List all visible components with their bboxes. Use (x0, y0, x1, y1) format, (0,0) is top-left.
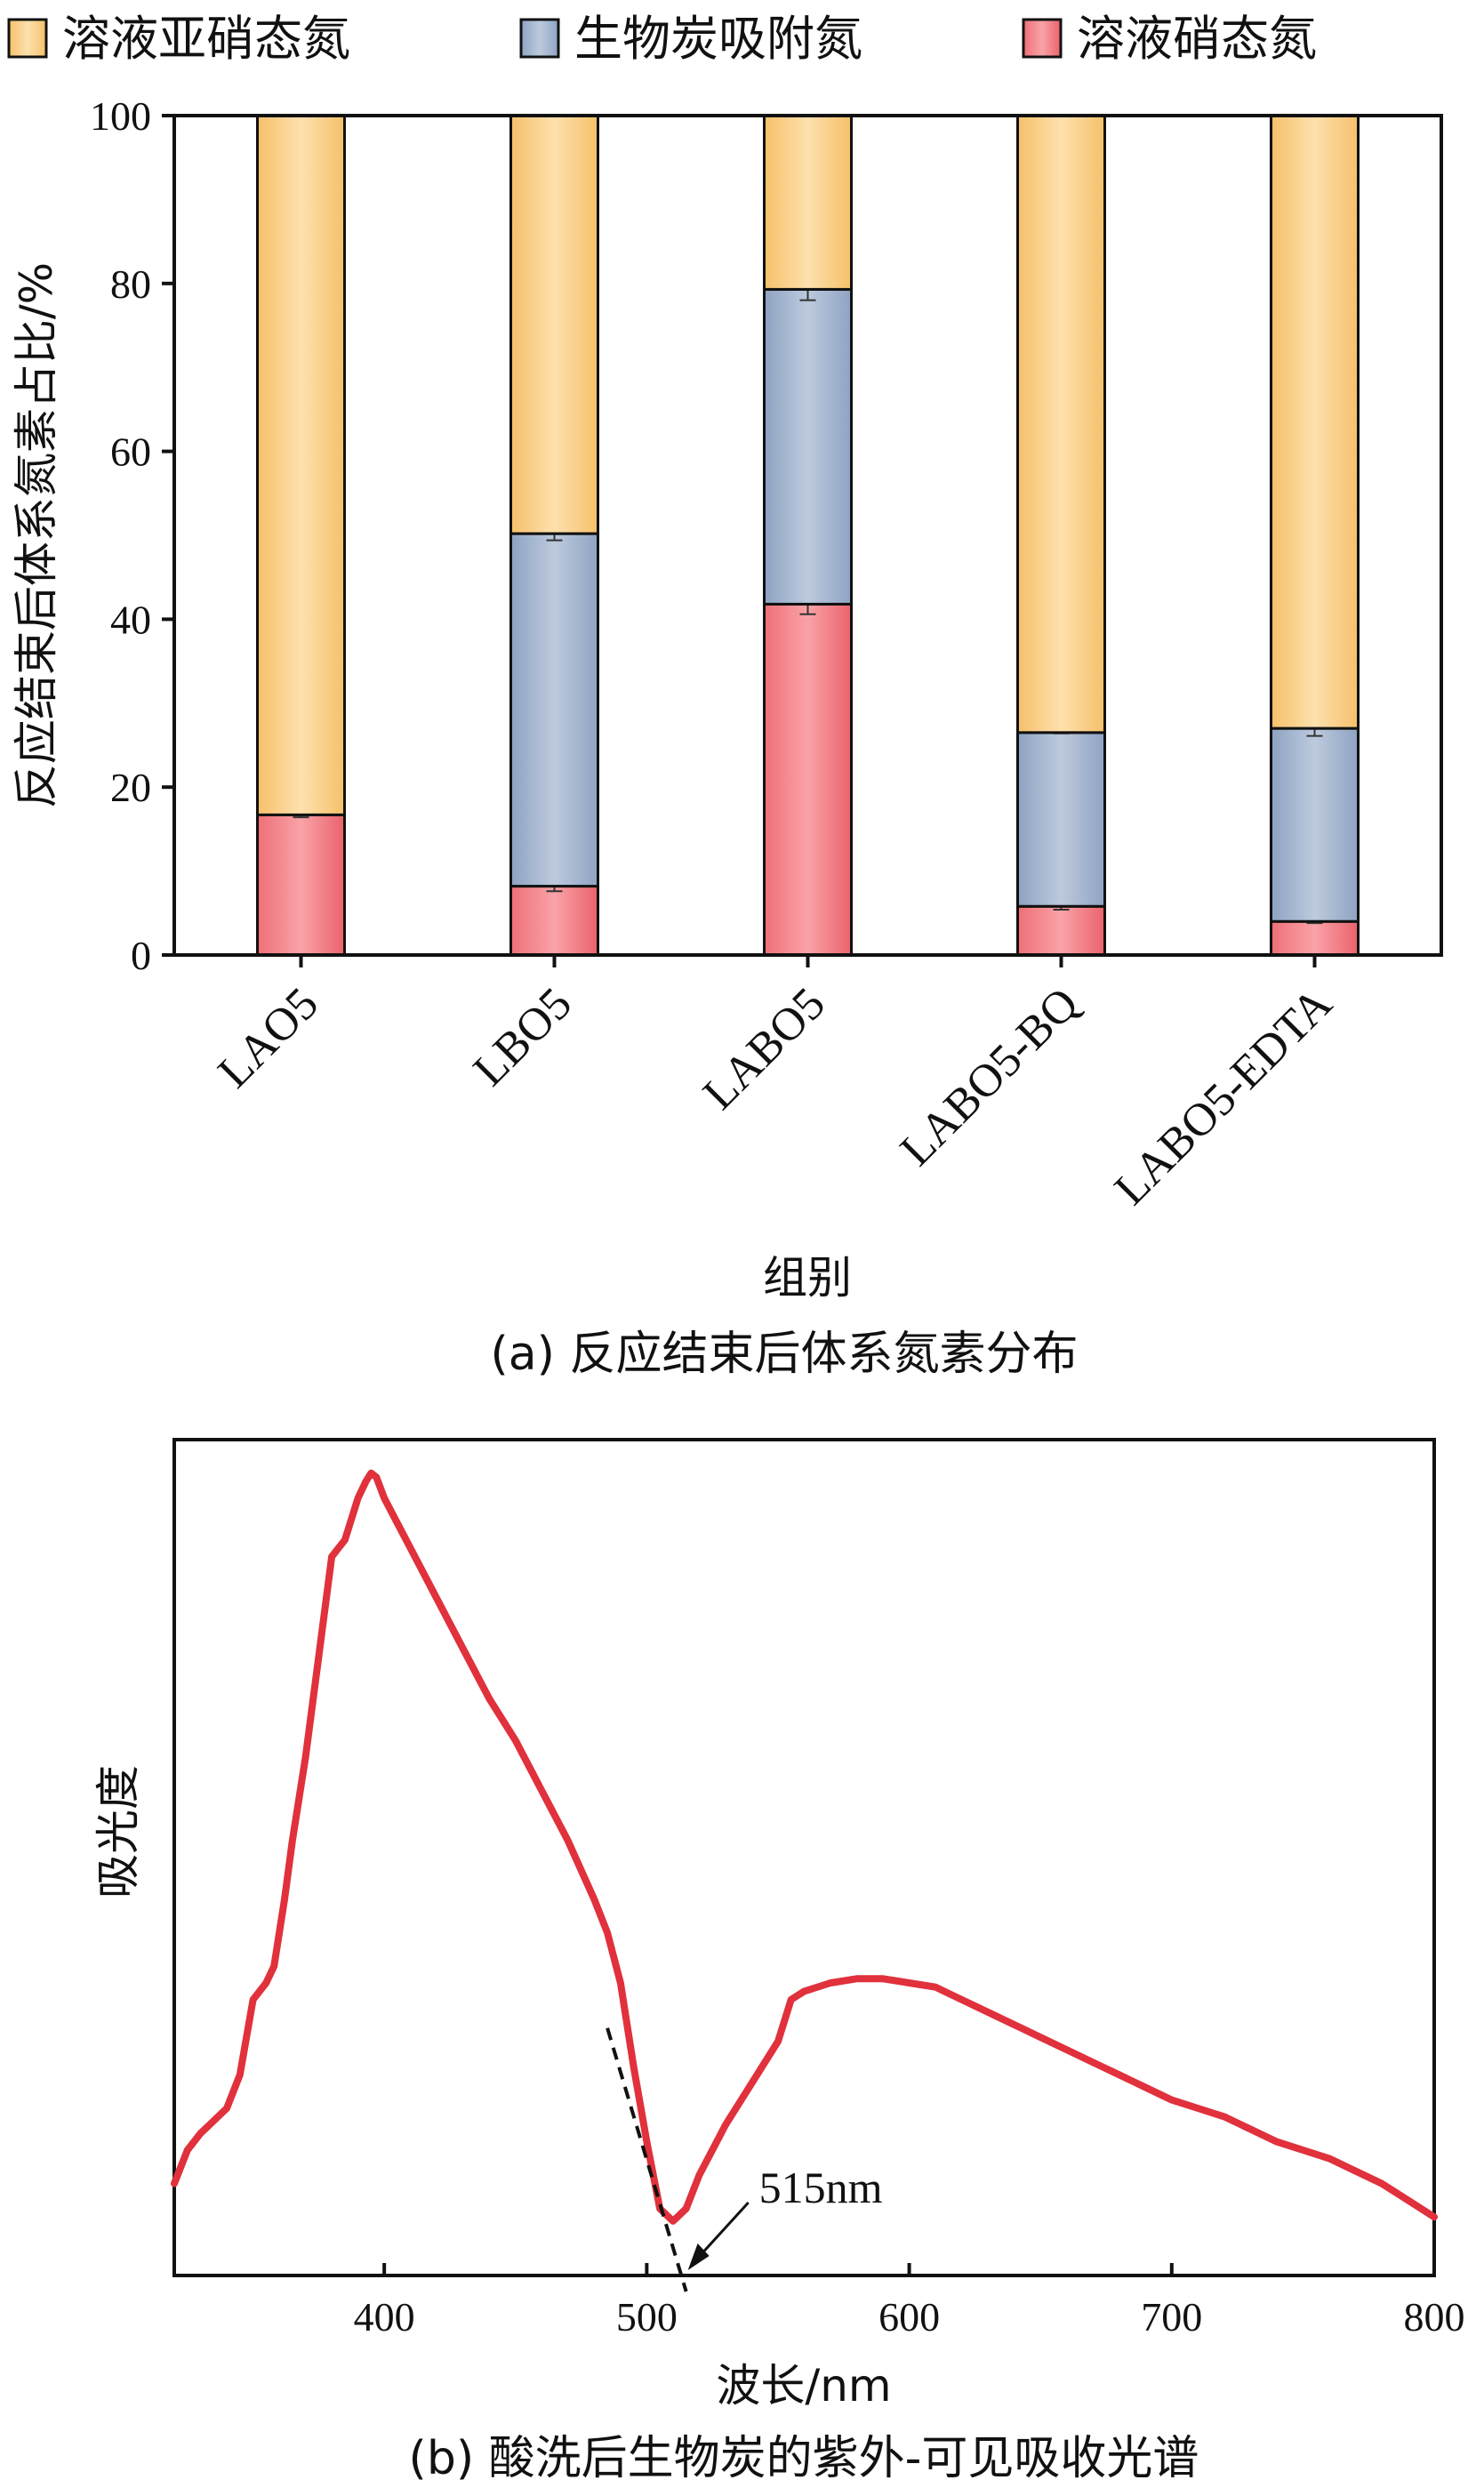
chart-caption-a: (a) 反应结束后体系氮素分布 (491, 1328, 1079, 1381)
legend-label: 溶液硝态氮 (1077, 11, 1317, 67)
legend-swatch (519, 18, 560, 59)
y-tick-label: 60 (110, 429, 151, 475)
bar-segment (509, 114, 599, 535)
bar-segment (1016, 114, 1106, 734)
y-axis-ticks: 0 20 40 60 80 100 (90, 93, 174, 978)
x-tick-label: LABO5-EDTA (1105, 978, 1342, 1215)
bar-segment (509, 532, 599, 888)
legend-item: 溶液亚硝态氮 (7, 11, 350, 67)
y-axis-label: 吸光度 (92, 1765, 144, 1898)
y-tick-label: 20 (110, 765, 151, 810)
y-tick-label: 100 (90, 93, 151, 139)
bar-segment (1270, 114, 1360, 730)
spectrum-line (171, 1469, 1438, 2225)
bar-segment (763, 114, 853, 291)
y-tick-label: 0 (131, 933, 151, 978)
x-tick-label: LABO5-BQ (891, 978, 1088, 1176)
line-chart: 400 500 600 700 800 515nm 吸光度 波长/nm (b) 酸洗后生… (92, 1438, 1465, 2485)
legend-swatch (1022, 18, 1063, 59)
x-tick-label: LBO5 (464, 978, 582, 1096)
bar-segment (763, 287, 853, 606)
bar-segment (1270, 726, 1360, 923)
chart-caption-b: (b) 酸洗后生物炭的紫外-可见吸收光谱 (409, 2432, 1199, 2485)
bar-segment (509, 885, 599, 957)
x-tick-label: 500 (616, 2294, 678, 2340)
x-tick-label: 400 (354, 2294, 415, 2340)
legend-swatch (7, 18, 48, 59)
legend-item: 溶液硝态氮 (1022, 11, 1317, 67)
y-tick-label: 40 (110, 597, 151, 642)
plot-area-frame (172, 1438, 1436, 2277)
x-tick-label: LABO5 (694, 978, 835, 1120)
x-tick-label: LAO5 (209, 978, 328, 1097)
x-axis-label: 波长/nm (716, 2360, 891, 2412)
annotation-label: 515nm (759, 2163, 883, 2212)
y-tick-label: 80 (110, 261, 151, 307)
x-axis-ticks: 400 500 600 700 800 (354, 2263, 1465, 2340)
legend-label: 生物炭吸附氮 (574, 11, 862, 67)
x-tick-label: 600 (878, 2294, 940, 2340)
bar-segment (1016, 731, 1106, 908)
legend: 溶液亚硝态氮 生物炭吸附氮 溶液硝态氮 (7, 11, 1317, 67)
bar-segment (1270, 919, 1360, 957)
tangent-line (606, 2027, 688, 2292)
bar-segment (256, 813, 346, 957)
annotation: 515nm (606, 2027, 883, 2292)
bar-segment (256, 114, 346, 816)
x-axis-label: 组别 (763, 1252, 852, 1304)
legend-item: 生物炭吸附氮 (519, 11, 862, 67)
bar-segment (1016, 904, 1106, 957)
legend-label: 溶液亚硝态氮 (62, 11, 350, 67)
y-axis-label: 反应结束后体系氮素占比/% (11, 262, 62, 808)
spectrum-series (171, 1469, 1438, 2225)
bar-series (256, 114, 1360, 957)
x-tick-label: 800 (1404, 2294, 1465, 2340)
x-axis-ticks: LAO5 LBO5 LABO5 LABO5-BQ LABO5-EDTA (209, 955, 1342, 1215)
x-tick-label: 700 (1141, 2294, 1202, 2340)
bar-segment (763, 602, 853, 957)
arrow-head (687, 2243, 710, 2270)
